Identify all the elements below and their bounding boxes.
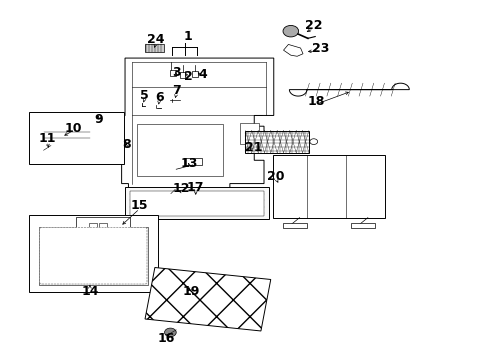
Circle shape [42,145,50,151]
Bar [192,71,198,77]
Bar [125,187,268,220]
Bar [99,223,107,228]
Circle shape [155,104,162,109]
FancyBboxPatch shape [40,227,147,284]
Bar [245,131,308,153]
Text: 13: 13 [181,157,198,170]
Text: 23: 23 [312,41,329,54]
Text: 14: 14 [81,285,99,298]
Polygon shape [39,125,95,152]
Bar [183,158,202,165]
Text: 10: 10 [64,122,81,135]
Bar [145,44,163,51]
Circle shape [170,98,180,105]
Text: 1: 1 [183,30,192,43]
Bar [350,224,374,228]
Bar [29,112,124,164]
Text: 3: 3 [172,66,180,79]
Bar [282,224,306,228]
Bar [39,226,148,285]
Text: 24: 24 [147,32,164,46]
Bar [76,217,130,231]
Text: 21: 21 [244,141,262,154]
Bar [137,125,222,176]
Bar [130,191,264,216]
Bar [272,155,384,218]
Circle shape [91,254,95,257]
Text: 11: 11 [38,132,56,145]
Polygon shape [122,58,273,220]
Polygon shape [283,44,303,56]
Text: 19: 19 [182,285,199,298]
Text: 6: 6 [155,91,163,104]
Circle shape [80,223,85,227]
Circle shape [122,134,131,141]
Bar [180,72,184,78]
Text: 20: 20 [267,170,285,183]
Bar [89,223,97,228]
Text: 9: 9 [94,113,102,126]
Text: 15: 15 [131,199,148,212]
Text: 8: 8 [122,138,131,150]
Circle shape [309,139,317,144]
Text: 22: 22 [305,19,322,32]
Circle shape [168,188,178,195]
Text: 5: 5 [140,89,149,102]
Polygon shape [289,83,408,96]
Text: 4: 4 [198,68,207,81]
Circle shape [140,102,147,107]
Bar [29,215,158,292]
Text: 12: 12 [172,183,189,195]
Circle shape [236,139,244,144]
Circle shape [164,328,176,337]
Text: 2: 2 [183,69,192,82]
Text: 16: 16 [158,332,175,345]
Bar [239,123,259,144]
Text: 17: 17 [186,181,204,194]
Text: 7: 7 [171,84,180,97]
Text: 18: 18 [307,95,325,108]
Circle shape [283,26,298,37]
Bar [170,69,176,76]
Polygon shape [145,267,270,331]
